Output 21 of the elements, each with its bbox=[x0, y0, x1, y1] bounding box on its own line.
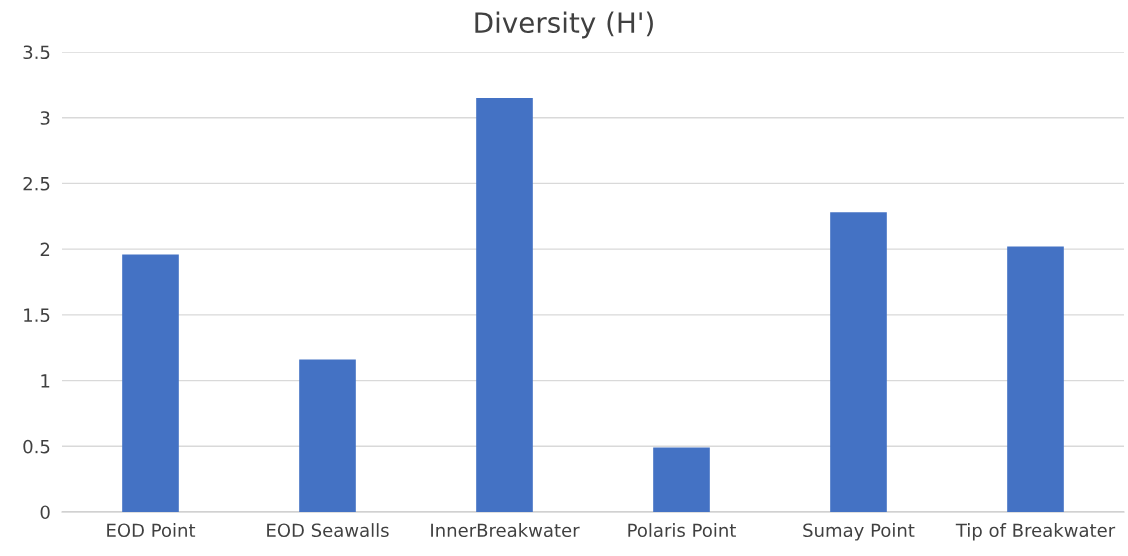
x-tick-label: Sumay Point bbox=[803, 523, 915, 541]
y-tick-label: 2 bbox=[40, 242, 50, 256]
y-tick-label: 0 bbox=[40, 505, 50, 520]
bar bbox=[476, 98, 533, 512]
y-tick-label: 2.5 bbox=[23, 176, 50, 191]
bar bbox=[653, 447, 710, 512]
x-tick-label: Polaris Point bbox=[628, 523, 736, 538]
chart-title: Diversity (H') bbox=[475, 11, 653, 39]
bar bbox=[299, 359, 356, 512]
x-tick-label: EOD Point bbox=[107, 523, 196, 538]
y-tick-label: 1 bbox=[41, 374, 50, 388]
y-tick-label: 1.5 bbox=[24, 308, 50, 322]
x-tick-label: Tip of Breakwater bbox=[955, 523, 1116, 541]
bar bbox=[1007, 246, 1064, 512]
y-tick-label: 0.5 bbox=[23, 439, 50, 454]
x-tick-label: InnerBreakwater bbox=[431, 523, 580, 538]
x-tick-label: EOD Seawalls bbox=[267, 523, 389, 538]
y-tick-label: 3 bbox=[40, 111, 50, 125]
y-tick-label: 3.5 bbox=[23, 45, 50, 60]
bar bbox=[122, 254, 179, 512]
bar bbox=[830, 212, 887, 512]
